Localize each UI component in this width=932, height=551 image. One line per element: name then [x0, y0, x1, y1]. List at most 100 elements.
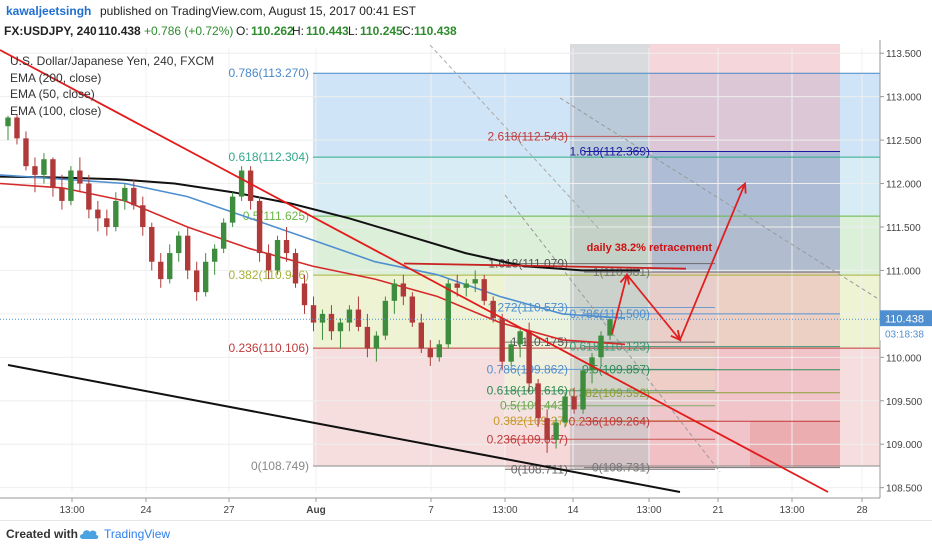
last-price-tag-bg: [880, 310, 932, 327]
candle-body: [364, 326, 371, 349]
candle-body: [445, 283, 451, 345]
candle-body: [508, 344, 514, 362]
candle-body: [113, 200, 119, 227]
last-price-tag: 110.438: [885, 313, 924, 325]
retracement-line: [403, 262, 687, 270]
price-tick-label: 111.500: [886, 223, 921, 234]
tradingview-cloud-icon: [78, 526, 100, 547]
candle-body: [562, 396, 568, 423]
candle-body: [517, 331, 523, 345]
candle-body: [319, 313, 326, 323]
ohlc-close-value: 110.438: [414, 24, 457, 38]
candle-body: [598, 335, 604, 358]
fib-label-right: 0.382(109.592): [569, 386, 650, 400]
time-tick-label: 13:00: [59, 505, 84, 516]
time-tick-label: 21: [712, 505, 724, 516]
fib-label-mid: 1.272(110.573): [487, 301, 568, 315]
time-axis: 13:00 24 27 Aug 7 13:00 14 13:00 21 13:00 28: [0, 497, 880, 516]
candle-body: [131, 187, 137, 206]
tradingview-brand[interactable]: TradingView: [104, 527, 171, 541]
ohlc-open-label: O:: [236, 24, 249, 38]
fib-label-mid: 0.5(109.443): [500, 399, 568, 413]
candle-body: [202, 261, 209, 293]
candle-body: [391, 283, 398, 301]
dashed-channel-upper: [559, 97, 881, 301]
arrowhead-down: [670, 329, 682, 342]
time-tick-label: 24: [140, 505, 152, 516]
legend-ema200: EMA (200, close): [10, 71, 101, 85]
fib-label-left: 0(108.749): [251, 459, 309, 473]
price-tick-label: 113.500: [886, 49, 922, 60]
ohlc-high-value: 110.443: [306, 24, 349, 38]
countdown-tag: 03:18:38: [885, 329, 924, 340]
candle-body: [571, 396, 577, 410]
price-tick-label: 112.000: [886, 180, 922, 191]
fib-label-right: 0.5(109.857): [582, 363, 650, 377]
candle-body: [463, 283, 469, 288]
candle-body: [86, 183, 92, 210]
fib-zone: [313, 73, 880, 158]
candle-body: [454, 283, 460, 288]
candle-body: [409, 296, 416, 323]
candle-body: [418, 322, 425, 349]
projection-path: [611, 183, 746, 342]
candle-body: [95, 209, 101, 219]
price-tick-label: 109.500: [886, 397, 923, 408]
price-tick-label: 109.000: [886, 440, 923, 451]
grid-lines: [0, 48, 880, 492]
candle-body: [328, 313, 335, 332]
candle-body: [50, 159, 56, 188]
fib-label-right: 1.618(112.369): [569, 144, 650, 158]
time-tick-label: 28: [856, 505, 868, 516]
ema-line: [0, 174, 626, 319]
candle-body: [526, 331, 532, 384]
price-tick-label: 108.500: [886, 484, 923, 495]
candle-body: [535, 383, 541, 419]
candle-body: [14, 117, 20, 139]
fib-mid-zone: [505, 390, 715, 406]
price-tick-label: 111.000: [886, 266, 921, 277]
time-tick-label: 14: [567, 505, 579, 516]
ohlc-open-value: 110.262: [251, 24, 294, 38]
candle-body: [122, 187, 128, 201]
candle-body: [373, 335, 380, 349]
fib-label-mid: 0(108.711): [511, 462, 568, 476]
footer: Created with TradingView: [0, 520, 932, 551]
publish-info: published on TradingView.com, August 15,…: [100, 4, 416, 18]
created-with-label: Created with: [6, 527, 79, 541]
trend-drawings: daily 38.2% retracement: [0, 49, 880, 493]
price-axis-bg: [880, 40, 932, 520]
ohlc-low-label: L:: [348, 24, 359, 38]
price-chart[interactable]: 0.786(113.270) 0.618(112.304) 0.5(111.625)…: [0, 40, 932, 520]
countdown-tag-bg: [880, 326, 932, 341]
candle-body: [265, 253, 272, 271]
author-name[interactable]: kawaljeetsingh: [6, 4, 92, 18]
candle-body: [553, 422, 559, 440]
fib-label-left: 0.5(111.625): [243, 209, 309, 223]
candle-body: [220, 222, 227, 249]
fib-label-left: 0.786(113.270): [228, 66, 309, 80]
candle-body: [607, 319, 613, 336]
fib-label-right: 0(108.731): [592, 461, 650, 475]
candle-body: [247, 170, 254, 201]
time-tick-label: 7: [428, 505, 434, 516]
symbol-line: FX:USDJPY, 240 110.438 +0.786 (+0.72%) O…: [0, 22, 932, 40]
candle-body: [292, 253, 299, 284]
fib-label-left: 0.618(112.304): [228, 150, 309, 164]
last-price: 110.438: [98, 24, 141, 38]
publish-header: kawaljeetsingh published on TradingView.…: [0, 0, 932, 22]
candle-body: [301, 283, 308, 306]
candle-body: [310, 305, 317, 323]
candle-body: [499, 318, 505, 362]
projection-box-blue: [652, 151, 840, 273]
price-tick-label: 113.000: [886, 93, 922, 104]
time-tick-label: 27: [223, 505, 235, 516]
candle-body: [274, 240, 281, 271]
candle-body: [337, 322, 344, 332]
support-trendline: [7, 364, 681, 493]
fib-mid-zone: [505, 405, 715, 421]
candle-body: [346, 309, 353, 323]
price-tick-label: 112.500: [886, 136, 922, 147]
candle-body: [436, 344, 442, 358]
price-change: +0.786 (+0.72%): [144, 24, 234, 38]
